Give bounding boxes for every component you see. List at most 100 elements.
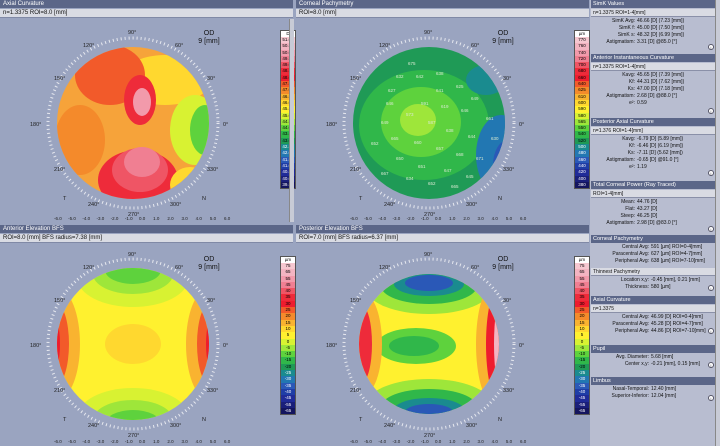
info-button[interactable]: i	[708, 285, 714, 291]
info-button[interactable]: i	[708, 44, 714, 50]
axial-curvature-map[interactable]: 90° 60° 120° 150° 30° 0° 180° 210° 330° …	[0, 20, 275, 220]
svg-text:240°: 240°	[384, 423, 395, 429]
scale-cell: 20	[281, 313, 295, 320]
anterior-elevation-header: Anterior Elevation BFS	[0, 225, 293, 233]
scale-cell: 50.50	[281, 43, 295, 50]
info-label: Thickness:	[625, 284, 649, 290]
info-value: 0.59	[637, 100, 647, 106]
scale-cell: 55	[575, 275, 589, 282]
info-label: SimK Avg:	[612, 18, 635, 24]
svg-text:60°: 60°	[175, 43, 183, 49]
info-value: -0.45 [mm], 0.21 [mm]	[651, 277, 700, 283]
scale-cell: -15	[575, 357, 589, 364]
right-panel-scrollbar[interactable]	[715, 0, 720, 446]
info-row: e²: 1.19	[591, 164, 715, 171]
scale-cell: 42.50	[281, 144, 295, 151]
scale-cell: 610	[575, 93, 589, 100]
info-label: Peripheral Avg:	[615, 258, 649, 264]
dial-ring	[46, 36, 220, 210]
scale-cell: 43.00	[281, 137, 295, 145]
svg-text:0°: 0°	[519, 343, 524, 349]
svg-text:90°: 90°	[424, 252, 432, 258]
svg-text:90°: 90°	[128, 252, 136, 258]
info-row: Steep: 46.25 [D]	[591, 213, 715, 220]
posterior-elevation-header: Posterior Elevation BFS	[296, 225, 589, 233]
scale-cell: 5	[281, 332, 295, 339]
eye-label: OD 9 [mm]	[492, 30, 514, 45]
x-tick: -5.0	[68, 216, 76, 221]
scale-cell: 25	[575, 307, 589, 314]
info-label: Steep:	[620, 213, 635, 219]
post-axial-section: Kavg: -6.79 [D] (5.89 [mm]) Kf: -6.46 [D] (…	[591, 136, 715, 178]
pachy-value: 647	[444, 168, 452, 173]
eye-label: OD 9 [mm]	[198, 30, 220, 45]
pachy-values: 675 632 642 638 625 627 591 619 646 573 587 649 638 6…	[371, 61, 499, 189]
pachymetry-subheader: ROI=8.0 [mm]	[296, 9, 589, 18]
info-row: Astigmatism: -0.65 [D] @91.0 [°]	[591, 157, 715, 164]
anterior-elevation-map[interactable]: 90° 60° 120° 150° 30° 0° 180° 210° 330° …	[0, 244, 275, 446]
info-label: Center x,y:	[624, 361, 649, 367]
scale-cell: 540	[575, 131, 589, 138]
info-value: 2.68 [D] @88.0 [°]	[637, 93, 677, 99]
info-label: Kavg:	[622, 72, 635, 78]
total-power-header: Total Corneal Power (Ray Traced)	[591, 181, 715, 189]
pachy-value: 587	[428, 120, 436, 125]
scale-cell: -5	[281, 344, 295, 352]
svg-text:300°: 300°	[466, 202, 477, 208]
svg-text:N: N	[202, 417, 206, 423]
posterior-elevation-map[interactable]: 90° 60° 120° 150° 30° 0° 180° 210° 330° …	[296, 244, 571, 446]
info-label: e²:	[629, 164, 635, 170]
pachy-value: 665	[451, 184, 459, 189]
svg-text:330°: 330°	[207, 167, 218, 173]
scale-cell: 440	[575, 162, 589, 170]
scale-cell: 680	[575, 68, 589, 75]
info-button[interactable]: i	[708, 170, 714, 176]
info-button[interactable]: i	[708, 328, 714, 334]
info-label: Peripheral Avg:	[615, 328, 649, 334]
pachy-value: 649	[381, 120, 389, 125]
info-value: 1.19	[637, 164, 647, 170]
info-value: 45.28 [D] ROI=4-7[mm]	[651, 321, 703, 327]
info-button[interactable]: i	[708, 362, 714, 368]
x-tick: 4.0	[491, 216, 498, 221]
scale-cell: 45	[281, 281, 295, 289]
info-button[interactable]: i	[708, 226, 714, 232]
scale-cell: -20	[575, 363, 589, 371]
x-tick: -6.0	[350, 216, 358, 221]
svg-text:300°: 300°	[170, 202, 181, 208]
svg-text:210°: 210°	[54, 388, 65, 394]
info-value: 12.04 [mm]	[651, 393, 677, 399]
pachymetry-map[interactable]: 675 632 642 638 625 627 591 619 646 573 587 649 638 6…	[296, 20, 571, 220]
info-label: Astigmatism:	[606, 39, 635, 45]
scale-cell: 520	[575, 137, 589, 145]
simk-section: SimK Avg: 46.66 [D] (7.23 [mm]) SimK f: 45.…	[591, 18, 715, 52]
scale-cell: 5	[575, 332, 589, 339]
pachy-value: 652	[371, 141, 379, 146]
scale-cell: 640	[575, 81, 589, 88]
ant-inst-section: Kavg: 45.65 [D] (7.39 [mm]) Kf: 44.31 [D] (…	[591, 72, 715, 114]
scale-cell: 20	[575, 313, 589, 320]
scale-cell: 625	[575, 87, 589, 94]
info-button[interactable]: i	[708, 108, 714, 114]
info-row: Peripheral Avg: 44.86 [D] ROI=7-10[mm]	[591, 328, 715, 335]
svg-text:120°: 120°	[379, 43, 390, 49]
info-row: Location x,y: -0.45 [mm], 0.21 [mm]	[591, 277, 715, 284]
scale-cell: -25	[575, 370, 589, 377]
scale-cell: 10	[281, 325, 295, 333]
x-tick: -2.0	[406, 439, 415, 444]
color-scale-pachymetry: µm 770 760 740 720 700 680 660 640 625 610 600 590 58…	[574, 30, 590, 190]
svg-text:T: T	[359, 196, 363, 202]
info-label: SimK f:	[618, 25, 635, 31]
scale-cell: 35	[575, 294, 589, 301]
scale-cell: -10	[281, 351, 295, 358]
axial-curvature-subheader: n=1.3375 ROI=8.0 [mm]	[0, 9, 293, 18]
x-tick: 1.0	[153, 216, 160, 221]
posterior-elevation-subheader: ROI=7.0 [mm] BFS radius=6.37 [mm]	[296, 234, 589, 243]
scale-cell: -15	[281, 357, 295, 364]
pachy-value: 665	[391, 136, 399, 141]
info-button[interactable]: i	[708, 395, 714, 401]
pachy-value: 644	[468, 134, 476, 139]
info-value: -6.46 [D] (6.19 [mm])	[637, 143, 684, 149]
scrollbar[interactable]	[289, 19, 294, 222]
x-tick: 2.0	[463, 439, 470, 444]
